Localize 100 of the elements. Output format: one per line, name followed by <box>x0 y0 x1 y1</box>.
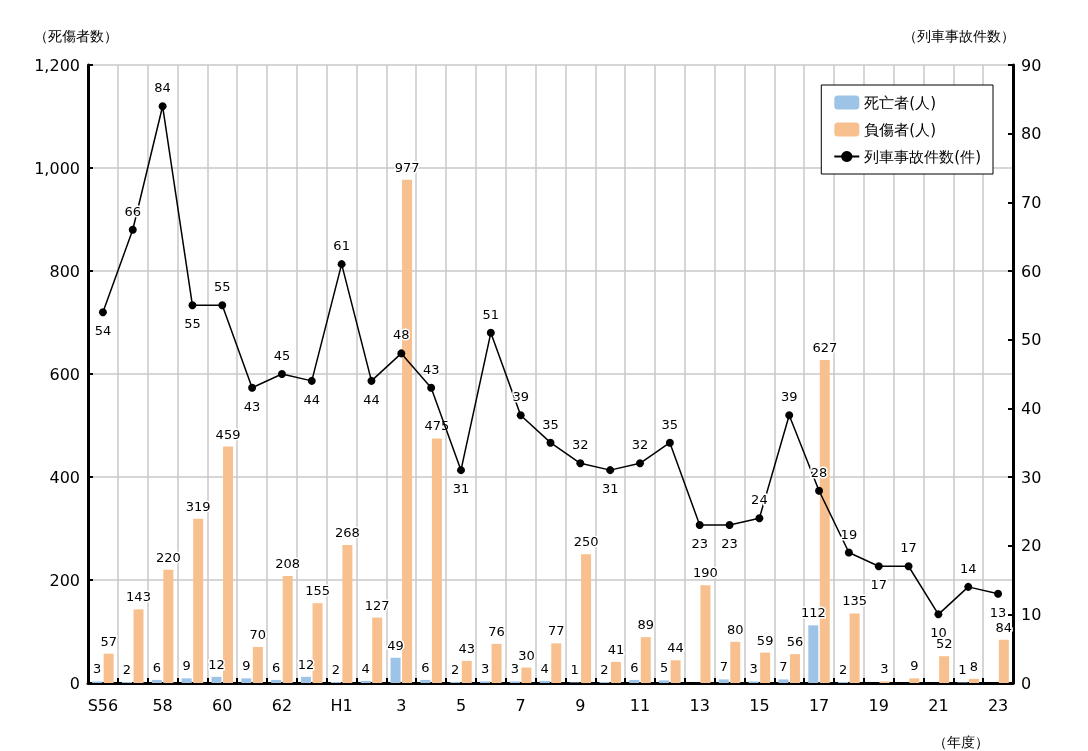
bar <box>151 679 162 683</box>
x-tick-label: S56 <box>87 695 119 715</box>
bar <box>670 660 681 683</box>
bar <box>133 609 144 683</box>
data-label: 459 <box>215 426 241 442</box>
x-tick-label: 5 <box>455 695 467 715</box>
x-tick-label: 17 <box>808 695 830 715</box>
data-label: 55 <box>214 279 231 295</box>
data-label: 4 <box>361 660 370 676</box>
bar <box>700 585 711 683</box>
point <box>307 376 316 385</box>
data-label: 30 <box>518 647 535 663</box>
data-label: 56 <box>786 634 804 650</box>
data-label: 3 <box>749 661 758 677</box>
point <box>248 383 257 392</box>
data-label: 1 <box>958 662 967 678</box>
data-label: 2 <box>451 661 460 677</box>
data-label: 7 <box>779 659 788 675</box>
data-label: 6 <box>152 659 161 675</box>
data-label: 1 <box>570 662 579 678</box>
point <box>158 102 167 111</box>
bar <box>551 643 562 683</box>
data-label: 19 <box>840 526 858 542</box>
point <box>98 308 107 317</box>
bar <box>539 680 550 683</box>
y2-tick-label: 20 <box>1021 536 1042 556</box>
data-label: 12 <box>297 656 315 672</box>
x-tick-label: 7 <box>515 695 526 715</box>
point <box>576 459 585 468</box>
data-label: 627 <box>812 340 838 356</box>
legend-label: 死亡者(人) <box>864 93 937 112</box>
data-label: 3 <box>880 661 889 677</box>
data-label: 977 <box>394 159 420 175</box>
bar <box>431 438 442 683</box>
bar <box>252 646 263 683</box>
bar <box>282 575 293 683</box>
y-tick-label: 200 <box>49 570 80 590</box>
bar <box>760 652 771 683</box>
point <box>456 466 465 475</box>
data-label: 61 <box>333 238 350 254</box>
point <box>128 225 137 234</box>
data-label: 17 <box>870 577 887 593</box>
point <box>397 349 406 358</box>
data-label: 14 <box>959 560 977 576</box>
bar <box>610 661 621 683</box>
point <box>546 438 555 447</box>
point <box>606 466 615 475</box>
x-tick-label: 62 <box>271 695 293 715</box>
data-label: 52 <box>935 636 953 652</box>
data-label: 32 <box>572 437 589 453</box>
data-label: 112 <box>800 605 826 621</box>
data-label: 44 <box>363 391 380 407</box>
bar <box>789 654 800 683</box>
data-label: 44 <box>667 640 684 656</box>
data-label: 9 <box>910 658 919 674</box>
y-tick-label: 800 <box>49 261 80 281</box>
data-label: 70 <box>249 626 267 642</box>
data-label: 250 <box>573 534 599 550</box>
x-tick-label: 13 <box>689 695 710 715</box>
bar <box>163 569 174 683</box>
data-label: 17 <box>900 540 917 556</box>
data-label: 208 <box>275 555 301 571</box>
y2-axis-title: （列車事故件数） <box>903 28 1015 44</box>
data-label: 319 <box>185 498 211 514</box>
bar <box>640 637 651 683</box>
x-tick-label: 15 <box>749 695 770 715</box>
bar <box>718 679 729 683</box>
data-label: 48 <box>393 327 410 343</box>
data-label: 23 <box>721 536 738 552</box>
y-tick-label: 1,200 <box>34 55 80 75</box>
bar <box>939 656 950 683</box>
bar <box>103 653 114 683</box>
point <box>486 328 495 337</box>
data-label: 54 <box>94 323 112 339</box>
point <box>427 383 436 392</box>
data-label: 23 <box>691 536 708 552</box>
legend-label: 負傷者(人) <box>864 120 937 139</box>
data-label: 49 <box>387 637 404 653</box>
y2-tick-label: 60 <box>1021 261 1042 281</box>
bar <box>241 678 252 683</box>
data-label: 35 <box>542 416 559 432</box>
bar <box>211 676 222 683</box>
bar <box>491 643 502 683</box>
data-label: 4 <box>540 660 549 676</box>
point <box>188 301 197 310</box>
data-label: 2 <box>331 661 341 677</box>
data-label: 44 <box>303 391 321 407</box>
bar <box>629 679 640 683</box>
data-label: 55 <box>184 316 201 332</box>
point <box>785 411 794 420</box>
y2-tick-label: 50 <box>1021 330 1042 350</box>
bar <box>778 679 789 683</box>
y-tick-label: 1,000 <box>34 158 80 178</box>
y2-tick-label: 80 <box>1021 124 1042 144</box>
data-label: 32 <box>631 437 649 453</box>
x-axis-title: （年度） <box>933 734 989 750</box>
bar <box>372 617 383 683</box>
x-tick-label: 60 <box>212 695 233 715</box>
y2-tick-label: 0 <box>1021 673 1032 693</box>
data-label: 28 <box>810 464 828 480</box>
